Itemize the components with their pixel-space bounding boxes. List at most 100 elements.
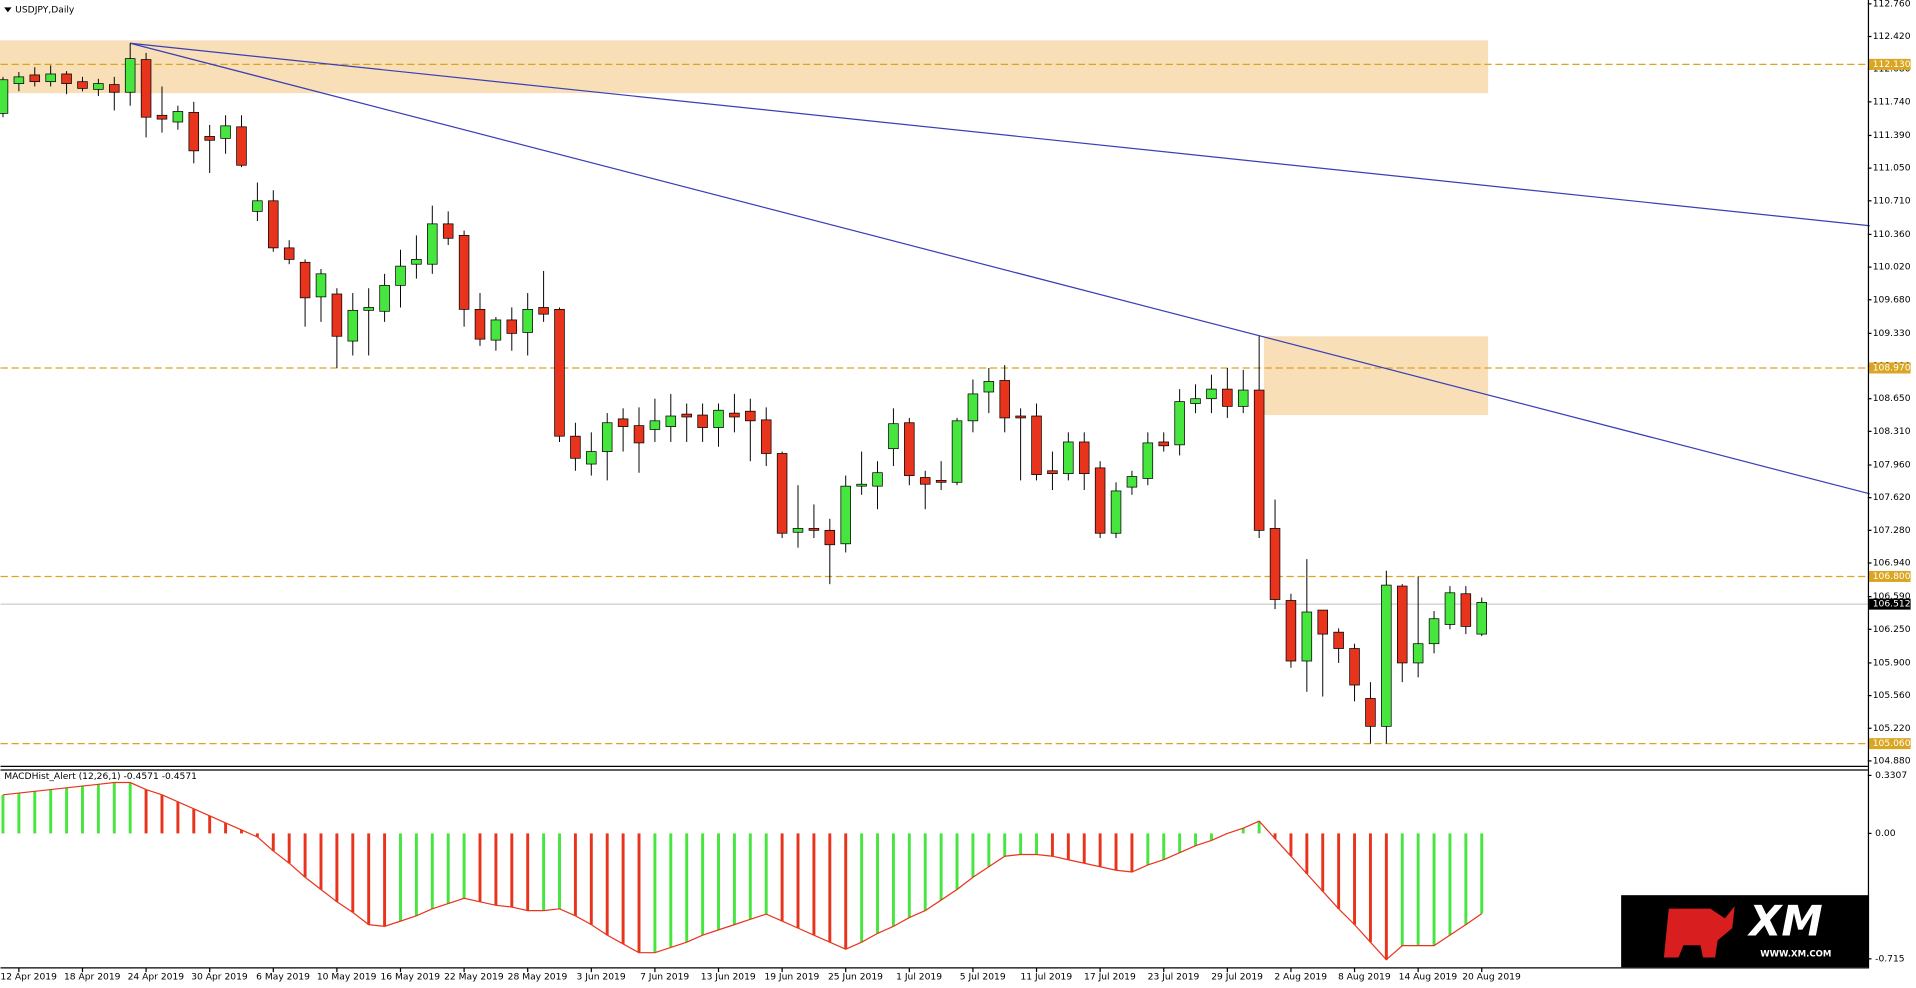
candle-body <box>506 319 518 334</box>
x-tick-label: 3 Jun 2019 <box>576 973 625 983</box>
logo-url: WWW.XM.COM <box>1760 949 1831 959</box>
histogram-bar <box>1416 833 1420 946</box>
histogram-bar <box>605 833 609 936</box>
histogram-bar <box>701 833 705 936</box>
logo-text: XM <box>1746 896 1822 945</box>
candle-body <box>474 309 486 340</box>
histogram-bar <box>33 791 37 834</box>
y-tick-label: 110.710 <box>1873 196 1911 206</box>
candle-body <box>999 380 1010 419</box>
histogram-bar <box>430 833 434 909</box>
candle-body <box>824 529 836 546</box>
x-tick-label: 2 Aug 2019 <box>1274 973 1327 983</box>
level-label-box <box>1869 738 1911 750</box>
histogram-bar <box>367 833 371 925</box>
candle-body <box>792 528 804 533</box>
histogram-bar <box>510 833 514 908</box>
level-label-box <box>1869 362 1911 374</box>
histogram-bar <box>1400 833 1404 946</box>
histogram-bar <box>1146 833 1150 865</box>
x-tick-label: 24 Apr 2019 <box>128 973 185 983</box>
histogram-bar <box>987 833 991 867</box>
y-tick-label: 111.050 <box>1873 164 1911 174</box>
candle-body <box>538 307 549 315</box>
x-tick-label: 12 Apr 2019 <box>0 973 57 983</box>
candle-body <box>252 200 263 212</box>
candle-body <box>29 74 41 83</box>
trendline <box>130 42 1870 495</box>
histogram-bar <box>1448 833 1452 936</box>
level-label: 112.130 <box>1873 60 1911 70</box>
candle-body <box>1365 698 1376 727</box>
histogram-bar <box>494 833 498 906</box>
x-tick-label: 19 Jun 2019 <box>764 973 819 983</box>
histogram-bar <box>1368 833 1372 943</box>
candle-body <box>172 111 184 123</box>
y-tick-label: 105.220 <box>1873 724 1911 734</box>
histogram-bar <box>685 833 689 943</box>
candle-body <box>363 307 374 311</box>
histogram-bar <box>717 833 720 930</box>
histogram-bar <box>208 815 212 834</box>
histogram-bar <box>144 789 148 834</box>
x-tick-label: 17 Jul 2019 <box>1084 973 1136 983</box>
candle-body <box>935 480 947 483</box>
candle-body <box>45 73 56 83</box>
candle-body <box>1317 609 1328 635</box>
candle-body <box>1063 441 1074 475</box>
histogram-bar <box>1353 833 1357 925</box>
histogram-bar <box>478 833 482 902</box>
candle-body <box>554 309 565 437</box>
histogram-bar <box>462 833 466 899</box>
current-price-box <box>1869 598 1911 610</box>
candle-body <box>156 114 168 120</box>
x-tick-label: 14 Aug 2019 <box>1399 973 1458 983</box>
histogram-bar <box>907 833 911 918</box>
histogram-bar <box>1003 833 1007 857</box>
histogram-bar <box>1321 833 1325 892</box>
y-tick-label: 109.680 <box>1873 295 1911 305</box>
histogram-bar <box>637 833 641 953</box>
candle-body <box>951 420 963 483</box>
histogram-bar <box>780 833 784 922</box>
histogram-bar <box>1 794 5 834</box>
histogram-bar <box>224 822 228 834</box>
level-label: 106.800 <box>1873 572 1911 582</box>
histogram-bar <box>796 833 800 929</box>
candle-body <box>93 83 104 90</box>
candle-body <box>331 293 343 337</box>
candle-body <box>745 410 756 422</box>
candle-body <box>888 423 899 450</box>
histogram-bar <box>558 833 561 909</box>
candle-body <box>347 309 359 342</box>
histogram-bar <box>287 833 291 864</box>
histogram-bar <box>1273 833 1277 839</box>
y-tick-label: 111.740 <box>1873 97 1911 107</box>
candle-body <box>522 309 533 333</box>
chart-title: USDJPY,Daily <box>15 5 75 15</box>
logo-box <box>1621 895 1870 968</box>
histogram-bar <box>1194 833 1198 846</box>
histogram-bar <box>112 782 116 834</box>
candle-body <box>856 483 867 487</box>
y-tick-label: 110.020 <box>1873 263 1911 273</box>
histogram-bar <box>1162 833 1166 860</box>
histogram-bar <box>1019 833 1023 855</box>
histogram-bar <box>1432 833 1436 946</box>
x-tick-label: 11 Jul 2019 <box>1020 973 1072 983</box>
candle-body <box>586 451 597 465</box>
histogram-bar <box>1066 833 1070 860</box>
histogram-bar <box>1098 833 1102 867</box>
x-tick-label: 23 Jul 2019 <box>1148 973 1200 983</box>
candle-body <box>458 235 470 310</box>
histogram-bar <box>303 833 307 878</box>
menu-arrow[interactable] <box>4 7 12 13</box>
x-tick-label: 8 Aug 2019 <box>1338 973 1391 983</box>
candle-body <box>77 81 88 89</box>
candle-body <box>220 125 231 139</box>
histogram-bar <box>669 833 673 948</box>
histogram-bar <box>240 829 243 834</box>
histogram-bar <box>653 833 657 953</box>
histogram-bar <box>1305 833 1309 874</box>
